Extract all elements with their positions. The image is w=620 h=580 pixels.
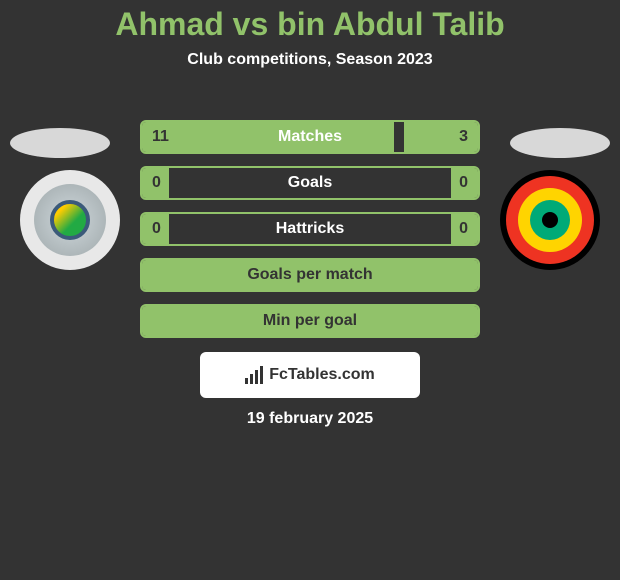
source-logo[interactable]: FcTables.com — [200, 352, 420, 398]
page-title: Ahmad vs bin Abdul Talib — [0, 0, 620, 43]
stat-label: Min per goal — [263, 312, 357, 330]
stat-value-left: 0 — [152, 174, 161, 192]
comparison-date: 19 february 2025 — [0, 410, 620, 428]
stat-bar-goals-per-match: Goals per match — [140, 258, 480, 292]
player-shadow-right — [510, 128, 610, 158]
stat-value-right: 0 — [459, 220, 468, 238]
stat-label: Hattricks — [276, 220, 344, 238]
crest-left-core — [50, 200, 90, 240]
stats-bars: 11 Matches 3 0 Goals 0 0 Hattricks 0 Goa… — [140, 120, 480, 350]
stat-value-left: 0 — [152, 220, 161, 238]
stat-label: Matches — [278, 128, 342, 146]
stat-label: Goals per match — [247, 266, 372, 284]
stat-bar-hattricks: 0 Hattricks 0 — [140, 212, 480, 246]
stat-value-left: 11 — [152, 128, 169, 146]
crest-right-rings — [500, 170, 600, 270]
crest-left-ring — [34, 184, 106, 256]
club-crest-right — [500, 170, 600, 270]
stat-value-right: 3 — [459, 128, 468, 146]
player-shadow-left — [10, 128, 110, 158]
stat-bar-goals: 0 Goals 0 — [140, 166, 480, 200]
source-logo-text: FcTables.com — [269, 366, 375, 384]
crest-right-ring-4 — [542, 212, 558, 228]
stat-fill-left — [142, 122, 394, 152]
club-crest-left — [20, 170, 120, 270]
stat-value-right: 0 — [459, 174, 468, 192]
page-subtitle: Club competitions, Season 2023 — [0, 51, 620, 69]
stat-bar-matches: 11 Matches 3 — [140, 120, 480, 154]
stat-bar-min-per-goal: Min per goal — [140, 304, 480, 338]
bar-chart-icon — [245, 366, 263, 384]
stat-label: Goals — [288, 174, 332, 192]
